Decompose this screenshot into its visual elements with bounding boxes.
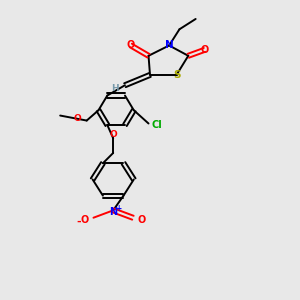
Text: O: O [138, 215, 146, 225]
Text: O: O [80, 215, 89, 225]
Text: O: O [127, 40, 135, 50]
Text: H: H [111, 84, 118, 93]
Text: N: N [165, 40, 173, 50]
Text: O: O [109, 130, 117, 139]
Text: O: O [200, 45, 208, 55]
Text: S: S [173, 70, 180, 80]
Text: N: N [109, 207, 117, 218]
Text: Cl: Cl [151, 120, 162, 130]
Text: +: + [116, 204, 122, 213]
Text: -: - [76, 216, 81, 226]
Text: O: O [74, 114, 82, 123]
